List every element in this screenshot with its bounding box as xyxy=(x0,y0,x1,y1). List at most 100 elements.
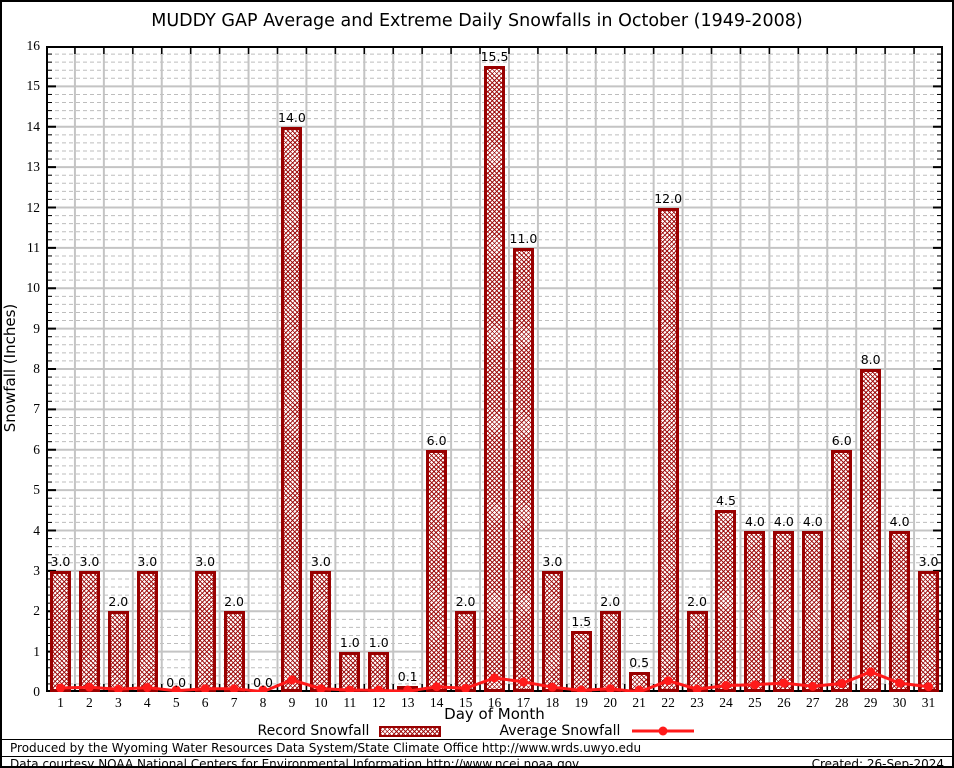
record-bar-day-25 xyxy=(744,530,766,692)
average-point-day-20 xyxy=(605,684,615,692)
chart-title: MUDDY GAP Average and Extreme Daily Snow… xyxy=(151,11,803,31)
average-point-day-7 xyxy=(229,684,239,692)
y-tick-label-11: 11 xyxy=(27,239,40,255)
bar-value-label: 4.0 xyxy=(889,513,910,529)
average-point-day-2 xyxy=(84,682,94,692)
x-tick-label-28: 28 xyxy=(834,695,849,710)
average-point-day-17 xyxy=(518,677,528,687)
record-snowfall-swatch xyxy=(379,725,442,737)
record-bar-day-22 xyxy=(657,207,679,692)
average-point-day-19 xyxy=(576,685,586,692)
average-snowfall-swatch xyxy=(632,726,695,736)
bar-value-label: 3.0 xyxy=(310,553,331,569)
record-bar-day-26 xyxy=(773,530,795,692)
y-tick-label-5: 5 xyxy=(33,482,40,498)
average-point-day-23 xyxy=(692,684,702,692)
average-point-day-6 xyxy=(200,684,210,692)
x-tick-label-13: 13 xyxy=(400,695,415,710)
x-tick-label-6: 6 xyxy=(201,695,209,710)
record-bar-day-24 xyxy=(715,510,737,692)
x-tick-label-29: 29 xyxy=(863,695,878,710)
bar-value-label: 6.0 xyxy=(426,432,447,448)
average-point-day-8 xyxy=(258,685,268,692)
record-bar-day-30 xyxy=(889,530,911,692)
y-tick-label-8: 8 xyxy=(33,361,40,376)
bar-value-label: 1.0 xyxy=(339,634,360,650)
y-tick-label-4: 4 xyxy=(33,522,40,538)
x-tick-label-7: 7 xyxy=(230,695,238,710)
x-tick-label-1: 1 xyxy=(57,695,64,710)
bar-value-label: 4.0 xyxy=(802,513,823,529)
x-tick-label-8: 8 xyxy=(259,695,267,710)
average-point-day-22 xyxy=(663,676,673,686)
record-bar-day-20 xyxy=(599,611,621,692)
x-tick-label-12: 12 xyxy=(372,695,386,710)
record-bar-day-7 xyxy=(223,611,245,692)
x-tick-label-25: 25 xyxy=(748,695,762,710)
average-point-day-4 xyxy=(142,683,152,692)
average-point-day-26 xyxy=(779,678,789,688)
plot-area: 3.0 3.0 2.0 3.0 0.0 3.0 2.0 0.0 14.0 3.0 1.0 1.0 0.1… xyxy=(46,46,943,692)
y-tick-label-15: 15 xyxy=(26,78,41,94)
x-tick-label-3: 3 xyxy=(114,695,122,710)
average-point-day-21 xyxy=(634,685,644,692)
footer-produced-by: Produced by the Wyoming Water Resources … xyxy=(10,741,642,755)
footer-data-courtesy: Data courtesy NOAA National Centers for … xyxy=(10,757,580,768)
record-bar-day-6 xyxy=(194,570,216,692)
legend-average-snowfall: Average Snowfall xyxy=(499,723,696,739)
average-point-day-27 xyxy=(808,681,818,691)
record-bar-day-23 xyxy=(686,611,708,692)
y-tick-label-9: 9 xyxy=(33,320,40,336)
record-bar-day-28 xyxy=(831,449,853,692)
footer-created-date: Created: 26-Sep-2024 xyxy=(811,757,944,768)
average-point-day-10 xyxy=(316,684,326,692)
bar-value-label: 14.0 xyxy=(278,109,306,125)
average-point-day-12 xyxy=(374,685,384,692)
bar-value-label: 0.0 xyxy=(253,675,273,690)
bar-value-label: 2.0 xyxy=(600,594,621,610)
x-tick-label-23: 23 xyxy=(690,695,704,710)
chart-legend: Record Snowfall Average Snowfall xyxy=(2,723,952,739)
record-bar-day-10 xyxy=(310,570,332,692)
bar-value-label: 1.5 xyxy=(571,614,592,630)
x-tick-label-20: 20 xyxy=(603,695,617,710)
x-tick-label-4: 4 xyxy=(143,695,151,710)
bar-value-label: 0.1 xyxy=(397,668,418,684)
y-tick-label-7: 7 xyxy=(33,401,40,417)
footer-bottom-row: Data courtesy NOAA National Centers for … xyxy=(10,757,944,768)
y-tick-label-12: 12 xyxy=(26,199,41,215)
x-tick-label-24: 24 xyxy=(719,695,733,710)
bar-value-label: 4.0 xyxy=(773,513,794,529)
bar-value-label: 2.0 xyxy=(224,594,245,610)
bar-value-label: 2.0 xyxy=(687,594,707,610)
bar-value-label: 4.0 xyxy=(744,513,765,529)
bar-value-label: 12.0 xyxy=(654,190,683,206)
x-tick-label-11: 11 xyxy=(343,695,357,710)
record-bar-day-11 xyxy=(339,651,361,692)
bar-value-label: 3.0 xyxy=(50,553,71,569)
bar-value-label: 3.0 xyxy=(79,553,100,569)
x-tick-label-14: 14 xyxy=(429,695,444,710)
record-bar-day-18 xyxy=(541,570,563,692)
average-point-day-28 xyxy=(837,679,847,689)
y-tick-label-16: 16 xyxy=(26,38,41,53)
bar-value-label: 0.0 xyxy=(166,675,187,690)
bar-value-label: 8.0 xyxy=(860,352,881,367)
bar-value-label: 2.0 xyxy=(455,594,476,610)
bar-value-label: 4.5 xyxy=(716,493,736,509)
record-bar-day-15 xyxy=(455,611,477,692)
y-tick-label-0: 0 xyxy=(33,684,40,699)
record-bar-day-4 xyxy=(136,570,158,692)
bar-value-label: 3.0 xyxy=(195,553,216,569)
bar-value-label: 6.0 xyxy=(831,432,852,448)
x-tick-label-27: 27 xyxy=(806,695,820,710)
record-bar-day-14 xyxy=(426,449,448,692)
record-bar-day-29 xyxy=(860,369,882,692)
bar-value-label: 2.0 xyxy=(108,594,129,610)
average-point-day-24 xyxy=(721,681,731,691)
record-bar-day-27 xyxy=(802,530,824,692)
x-tick-label-16: 16 xyxy=(487,695,502,710)
x-tick-label-21: 21 xyxy=(632,695,646,710)
average-point-day-13 xyxy=(403,685,413,692)
